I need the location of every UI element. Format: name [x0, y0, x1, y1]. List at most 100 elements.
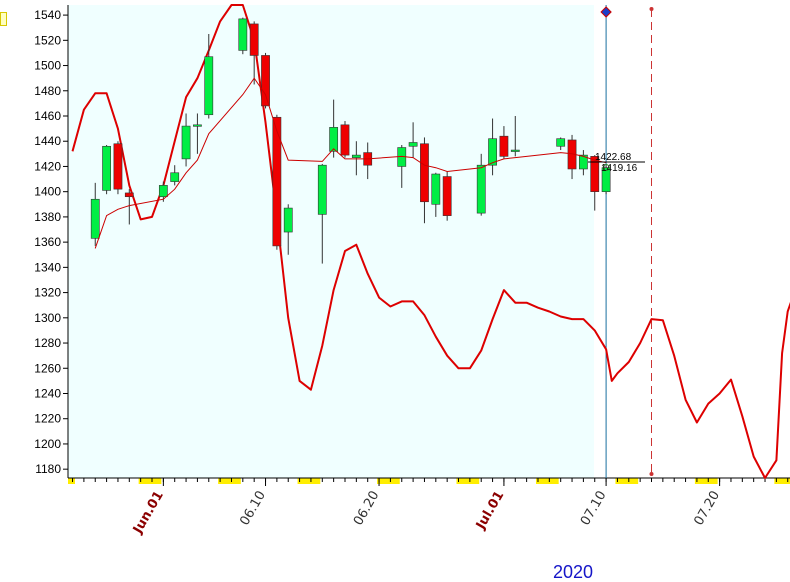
- y-tick-label: 1440: [34, 134, 61, 148]
- y-tick-label: 1240: [34, 386, 61, 400]
- candle-body: [590, 156, 600, 192]
- candle-down: [249, 21, 259, 85]
- candle-body: [476, 164, 486, 214]
- weekend-block: [535, 478, 559, 484]
- x-tick-label: 06.10: [237, 489, 269, 529]
- candle-down: [261, 52, 270, 109]
- weekend-block: [694, 478, 718, 484]
- y-tick-label: 1380: [34, 210, 61, 224]
- candle-body: [329, 127, 339, 152]
- y-tick-label: 1520: [34, 33, 61, 47]
- candle-body: [249, 23, 259, 56]
- forecast-top-dot: [649, 7, 654, 11]
- candle-body: [124, 192, 134, 198]
- candle-up: [238, 17, 248, 55]
- candle-up: [351, 141, 361, 176]
- weekend-block: [297, 478, 321, 484]
- x-tick-label: 07.20: [691, 489, 723, 529]
- candle-body: [351, 154, 361, 158]
- candle-body: [158, 185, 168, 198]
- candle-up: [158, 181, 168, 202]
- weekend-block: [218, 478, 241, 484]
- candle-up: [317, 163, 327, 264]
- x-axis: Jun.01 06.10 06.20 Jul.01 07.10 07.20: [130, 478, 723, 537]
- candle-body: [272, 116, 282, 247]
- candle-body: [510, 149, 520, 152]
- weekend-block: [456, 478, 480, 484]
- candle-up: [283, 204, 293, 255]
- plot-shade: [68, 5, 594, 478]
- weekend-block: [774, 478, 790, 484]
- year-label: 2020: [553, 562, 593, 582]
- forecast-marker: [649, 7, 654, 476]
- candle-body: [170, 172, 180, 182]
- y-tick-label: 1280: [34, 336, 61, 350]
- candle-up: [408, 122, 418, 158]
- forecast-bottom-dot: [649, 472, 654, 476]
- candle-body: [261, 55, 270, 107]
- candle-up: [510, 115, 520, 157]
- candle-up: [204, 34, 214, 119]
- candle-body: [283, 207, 293, 233]
- candle-body: [340, 124, 350, 156]
- candle-body: [420, 143, 429, 203]
- moving-average-line: [94, 77, 607, 249]
- weekend-block: [68, 478, 75, 484]
- price-label-lower: 1419.16: [601, 163, 638, 174]
- candle-down: [272, 114, 282, 250]
- y-tick-label: 1180: [35, 462, 61, 476]
- weekend-markers: [68, 478, 790, 484]
- candle-up: [431, 172, 441, 217]
- candle-down: [499, 126, 509, 159]
- y-tick-label: 1320: [34, 286, 61, 300]
- candle-body: [102, 145, 111, 191]
- candle-body: [113, 143, 123, 190]
- y-tick-label: 1300: [34, 311, 61, 325]
- weekend-block: [138, 478, 162, 484]
- candle-body: [408, 142, 418, 147]
- candle-body: [238, 18, 248, 51]
- y-tick-label: 1360: [34, 235, 61, 249]
- candle-body: [488, 138, 497, 166]
- y-tick-label: 1340: [34, 260, 61, 274]
- y-tick-label: 1420: [34, 159, 61, 173]
- candle-body: [181, 125, 191, 160]
- indicator-series: [71, 4, 790, 479]
- price-label-upper: 1422.68: [595, 152, 632, 163]
- candle-up: [102, 145, 111, 195]
- y-tick-label: 1500: [34, 59, 61, 73]
- candle-up: [170, 165, 180, 186]
- y-axis: 1180 1200 1220 1240 1260 1280 1300 1320 1340 1360…: [34, 8, 68, 476]
- cursor-line: [600, 5, 612, 478]
- candle-up: [579, 150, 588, 176]
- candle-body: [579, 154, 588, 170]
- candle-body: [317, 164, 327, 215]
- y-tick-label: 1540: [34, 8, 61, 22]
- indicator-line: [71, 4, 790, 479]
- x-tick-label: Jul.01: [473, 489, 507, 533]
- candle-body: [204, 56, 214, 116]
- weekend-block: [615, 478, 639, 484]
- candle-down: [124, 189, 134, 225]
- candle-up: [329, 99, 339, 158]
- candle-down: [340, 121, 350, 158]
- y-tick-label: 1220: [34, 412, 61, 426]
- x-tick-label: 06.20: [351, 489, 383, 529]
- indicator-marker: [0, 12, 7, 26]
- candle-down: [442, 171, 452, 221]
- candles: [90, 17, 611, 264]
- candle-down: [113, 141, 123, 195]
- candle-up: [476, 153, 486, 216]
- y-tick-label: 1460: [34, 109, 61, 123]
- candle-body: [556, 138, 566, 147]
- x-tick-label: Jun.01: [130, 489, 167, 538]
- y-tick-label: 1480: [34, 84, 61, 98]
- candle-body: [442, 176, 452, 216]
- candle-up: [556, 137, 566, 151]
- weekend-block: [377, 478, 400, 484]
- candle-up: [90, 182, 100, 246]
- candle-body: [499, 135, 509, 157]
- candle-body: [431, 173, 441, 205]
- candle-up: [601, 163, 611, 195]
